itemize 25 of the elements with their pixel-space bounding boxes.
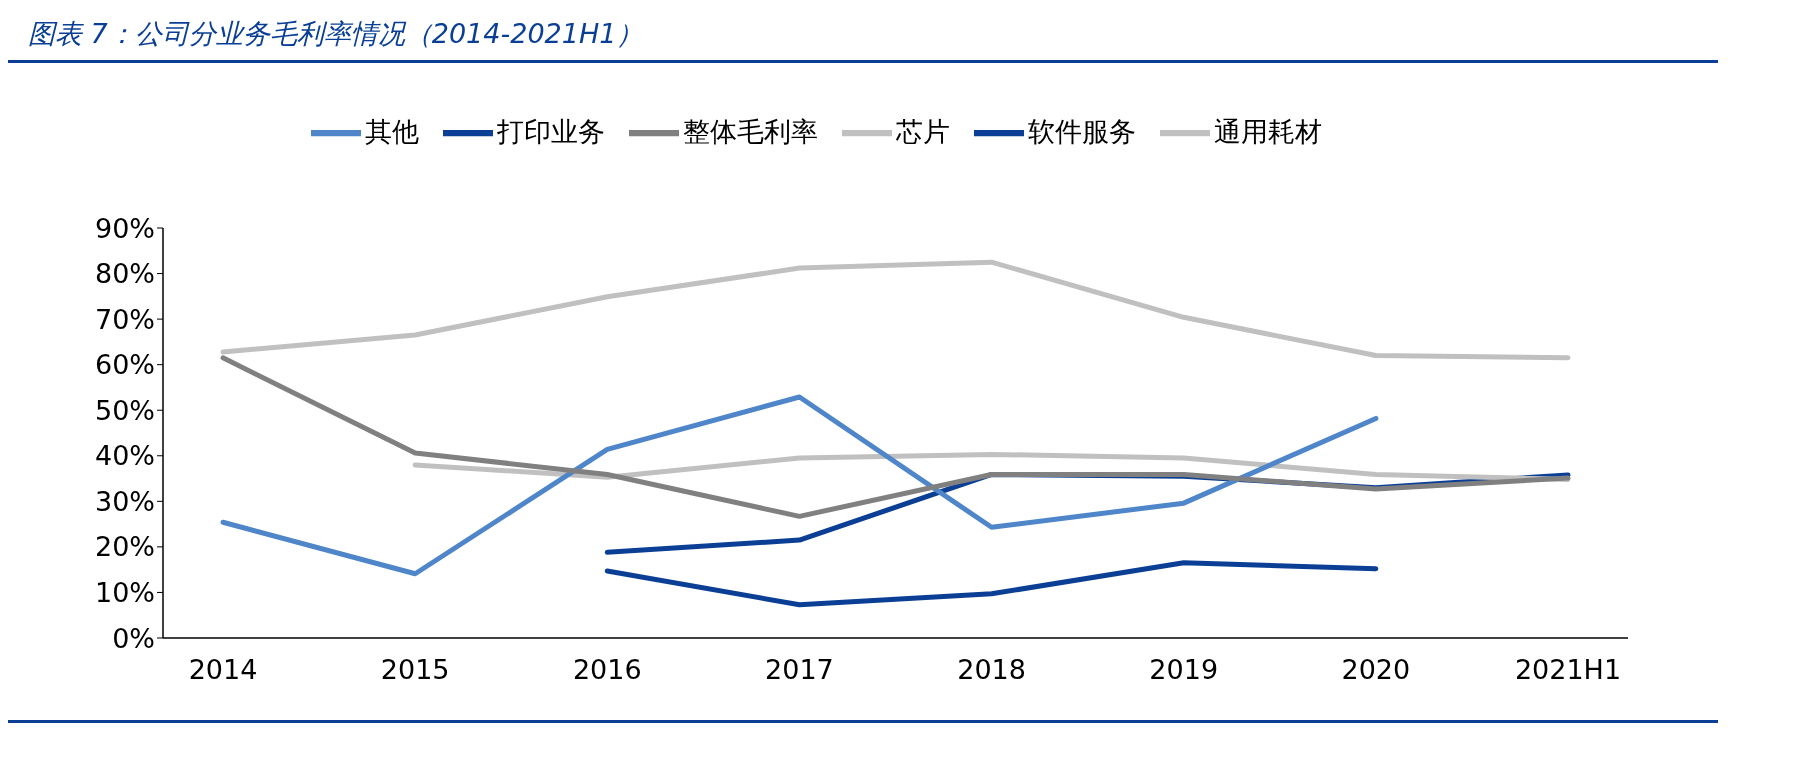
y-tick-label: 30% bbox=[94, 485, 155, 517]
y-tick-label: 80% bbox=[94, 258, 155, 290]
x-tick-label: 2014 bbox=[188, 654, 258, 686]
x-tick-label: 2015 bbox=[380, 654, 450, 686]
x-tick-label: 2018 bbox=[957, 654, 1026, 686]
legend-label: 芯片 bbox=[895, 115, 950, 147]
x-tick-label: 2020 bbox=[1341, 654, 1411, 686]
y-tick-label: 70% bbox=[94, 303, 155, 335]
x-tick-label: 2016 bbox=[572, 654, 642, 686]
x-tick-label: 2017 bbox=[765, 654, 834, 686]
y-tick-label: 90% bbox=[94, 212, 155, 244]
legend-label: 通用耗材 bbox=[1213, 115, 1322, 147]
y-tick-label: 50% bbox=[94, 394, 155, 426]
x-tick-label: 2021H1 bbox=[1514, 654, 1622, 686]
x-tick-label: 2019 bbox=[1149, 654, 1219, 686]
legend-label: 整体毛利率 bbox=[682, 115, 818, 147]
y-tick-label: 60% bbox=[94, 349, 155, 381]
y-tick-label: 10% bbox=[94, 577, 155, 609]
legend-label: 软件服务 bbox=[1027, 115, 1136, 147]
legend-label: 打印业务 bbox=[496, 115, 605, 147]
y-tick-label: 40% bbox=[94, 440, 155, 472]
legend-label: 其他 bbox=[364, 115, 419, 147]
y-tick-label: 20% bbox=[94, 531, 155, 563]
y-tick-label: 0% bbox=[112, 622, 155, 654]
chart-title: 图表 7：公司分业务毛利率情况（2014-2021H1） bbox=[28, 17, 644, 51]
